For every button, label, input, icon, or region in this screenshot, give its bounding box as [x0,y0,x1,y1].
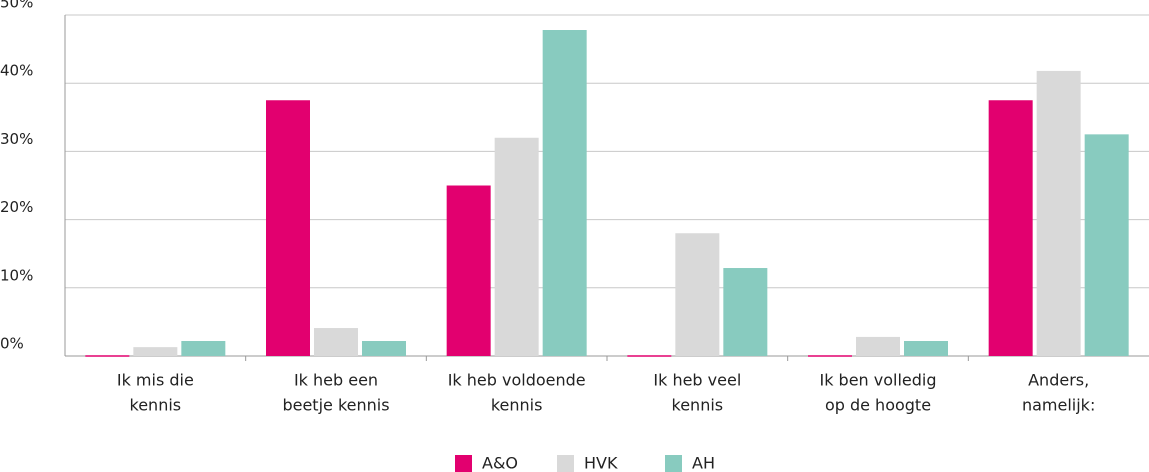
bar [133,347,178,356]
bar [904,340,948,356]
legend-swatch [557,455,574,472]
x-tick-label: Ik mis die [117,371,194,390]
bar [362,340,406,356]
x-tick-label: kennis [491,396,543,415]
bar [266,100,310,356]
bar [675,233,720,356]
bar [856,336,900,356]
y-tick-label: 20% [0,198,33,216]
bar [1084,134,1129,356]
legend-label: AH [692,454,715,472]
x-tick-label: Ik ben volledig [819,371,936,390]
x-tick-label: beetje kennis [282,396,389,415]
x-tick-label: Ik heb een [294,371,378,390]
bar [494,137,539,356]
bar [446,185,491,356]
legend-label: A&O [482,454,518,472]
x-tick-label: kennis [130,396,182,415]
x-tick-label: op de hoogte [825,396,931,415]
x-tick-label: namelijk: [1022,396,1095,415]
x-tick-label: Ik heb voldoende [448,371,586,390]
x-tick-label: Ik heb veel [653,371,741,390]
y-tick-label: 10% [0,266,33,284]
y-tick-label: 40% [0,62,33,80]
y-tick-label: 50% [0,0,33,12]
bar [1036,70,1081,356]
legend-swatch [665,455,682,472]
y-tick-label: 0% [0,335,24,353]
x-tick-label: kennis [672,396,724,415]
bar [542,30,587,357]
bar [723,268,768,356]
x-tick-label: Anders, [1028,371,1089,390]
legend-swatch [455,455,472,472]
bar [988,100,1033,356]
y-tick-label: 30% [0,130,33,148]
bar [181,340,226,356]
bar [314,328,358,356]
legend-label: HVK [584,454,618,472]
